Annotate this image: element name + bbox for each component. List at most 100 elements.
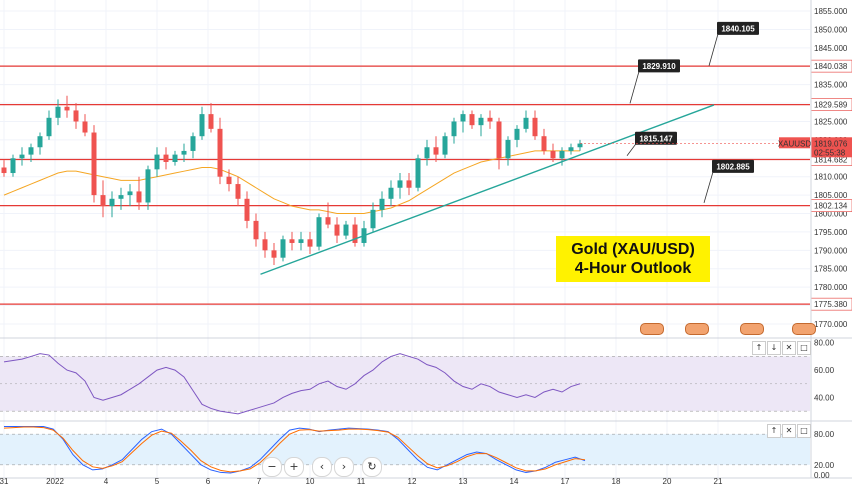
candle-body (217, 128, 223, 177)
rsi-tick-label: 80.00 (814, 339, 835, 348)
move-up-icon[interactable]: ↑ (752, 341, 766, 355)
moving-average-line (3, 150, 580, 215)
candle-body (226, 176, 232, 185)
price-tick-label: 1795.000 (814, 228, 848, 237)
time-tick-label: 10 (306, 477, 315, 485)
callout-leader (708, 33, 719, 66)
candle-body (325, 217, 331, 225)
candle-body (235, 184, 241, 199)
time-tick-label: 21 (714, 477, 723, 485)
level-price-label: 1829.589 (814, 101, 848, 110)
candle-body (271, 250, 277, 258)
candle-body (145, 169, 151, 203)
time-tick-label: 20 (663, 477, 672, 485)
price-tick-label: 1805.000 (814, 191, 848, 200)
candle-body (478, 117, 484, 126)
rsi-tick-label: 60.00 (814, 366, 835, 375)
candle-body (172, 154, 178, 162)
zoom-out-icon[interactable]: − (262, 457, 282, 477)
candle-body (460, 114, 466, 122)
candle-body (469, 114, 475, 126)
scroll-left-icon[interactable]: ‹ (312, 457, 332, 477)
candle-body (64, 106, 70, 111)
candle-body (190, 136, 196, 151)
candle-body (379, 198, 385, 210)
callout-leader (626, 143, 637, 156)
candle-body (127, 191, 133, 196)
candle-body (289, 239, 295, 243)
callout-box (638, 59, 680, 73)
zoom-in-icon[interactable]: + (284, 457, 304, 477)
candle-body (253, 220, 259, 240)
level-price-label: 1814.682 (814, 155, 848, 164)
candle-body (10, 158, 16, 174)
candle-body (568, 147, 574, 151)
price-tick-label: 1800.000 (814, 210, 848, 219)
level-price-label: 1802.134 (814, 202, 848, 211)
symbol-label: XAUUSD (778, 139, 812, 148)
time-tick-label: 13 (459, 477, 468, 485)
last-price-label: 1819.076 (814, 139, 848, 148)
candle-body (451, 121, 457, 137)
callout-label: 1815.147 (639, 134, 673, 143)
move-down-icon[interactable]: ↓ (767, 341, 781, 355)
candle-body (316, 217, 322, 247)
candle-body (181, 150, 187, 155)
candle-body (388, 187, 394, 199)
candle-body (532, 117, 538, 137)
candle-body (19, 154, 25, 159)
time-tick-label: 6 (206, 477, 211, 485)
economic-event-icon[interactable] (685, 323, 709, 335)
callout-label: 1829.910 (642, 62, 676, 71)
price-tick-label: 1855.000 (814, 7, 848, 16)
callout-label: 1840.105 (721, 24, 755, 33)
candle-body (280, 239, 286, 258)
candle-body (109, 198, 115, 207)
time-tick-label: 2022 (46, 477, 64, 485)
last-price-tag (811, 137, 852, 158)
economic-event-icon[interactable] (640, 323, 664, 335)
economic-event-icon[interactable] (740, 323, 764, 335)
close-icon[interactable]: ✕ (782, 424, 796, 438)
price-tick-label: 1780.000 (814, 283, 848, 292)
candle-body (496, 121, 502, 159)
candle-body (73, 110, 79, 122)
candle-body (487, 117, 493, 122)
maximize-icon[interactable]: □ (797, 424, 811, 438)
time-tick-label: 4 (104, 477, 109, 485)
move-up-icon[interactable]: ↑ (767, 424, 781, 438)
scroll-right-icon[interactable]: › (334, 457, 354, 477)
reset-chart-icon[interactable]: ↻ (362, 457, 382, 477)
callout-box (712, 159, 754, 173)
time-tick-label: 11 (357, 477, 366, 485)
chart-title-line-1: Gold (XAU/USD) (571, 241, 695, 258)
candle-body (46, 117, 52, 137)
rsi-line (3, 353, 581, 415)
candle-body (505, 139, 511, 159)
candle-body (541, 136, 547, 151)
candle-body (1, 167, 7, 174)
candle-body (307, 239, 313, 247)
economic-event-icon[interactable] (792, 323, 816, 335)
chart-title-line-2: 4-Hour Outlook (574, 260, 692, 277)
candle-body (91, 132, 97, 196)
close-icon[interactable]: ✕ (782, 341, 796, 355)
candle-body (442, 136, 448, 155)
time-tick-label: 5 (155, 477, 160, 485)
candle-body (163, 154, 169, 162)
candle-body (118, 195, 124, 199)
chart-title-box: Gold (XAU/USD) 4-Hour Outlook (556, 236, 710, 282)
price-tick-label: 1845.000 (814, 44, 848, 53)
stochastic-d-line (3, 426, 586, 473)
callout-leader (703, 171, 714, 204)
maximize-icon[interactable]: □ (797, 341, 811, 355)
candle-body (244, 198, 250, 221)
callout-box (635, 131, 677, 145)
callout-box (717, 21, 759, 35)
candle-body (397, 180, 403, 188)
candle-body (100, 195, 106, 207)
time-tick-label: 18 (612, 477, 621, 485)
time-tick-label: 12 (408, 477, 417, 485)
candle-body (523, 117, 529, 129)
